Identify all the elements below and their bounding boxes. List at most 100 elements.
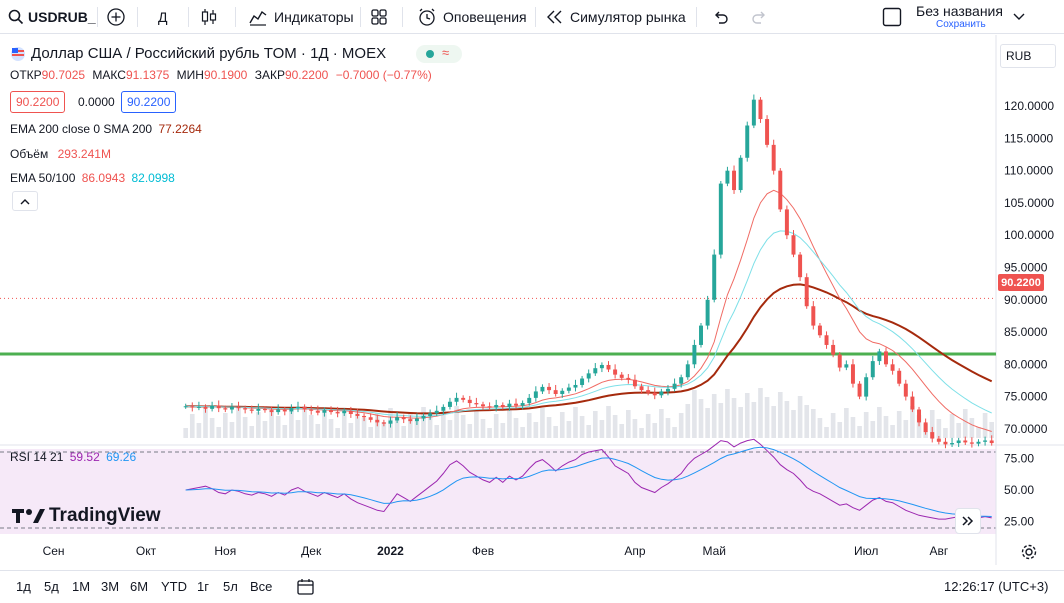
volume-bar — [692, 390, 697, 438]
volume-bar — [976, 427, 981, 438]
candle — [388, 420, 393, 424]
candle — [401, 417, 406, 420]
volume-bar — [929, 410, 935, 438]
volume-bar — [791, 410, 796, 438]
sell-price-button[interactable]: 90.2200 — [10, 91, 66, 113]
price-chart[interactable]: 120.0000 115.0000 110.0000 105.0000 100.0000… — [0, 35, 1064, 565]
candle — [679, 377, 684, 384]
rsi-line — [185, 438, 992, 520]
candle — [580, 378, 585, 385]
tradingview-logo[interactable]: TradingView — [12, 505, 161, 527]
currency-button[interactable]: RUB — [1000, 44, 1056, 68]
volume-bar — [414, 421, 420, 438]
indicators-icon — [249, 10, 267, 26]
candle — [421, 415, 426, 419]
ema200-legend[interactable]: EMA 200 close 0 SMA 200 77.2264 — [10, 122, 202, 136]
candle — [540, 386, 545, 392]
candle — [672, 383, 677, 389]
gear-icon — [1021, 544, 1037, 560]
candle — [619, 374, 624, 378]
range-button-3М[interactable]: 3М — [101, 579, 120, 594]
volume-bar — [407, 412, 413, 438]
chart-settings-button[interactable] — [1020, 543, 1038, 566]
interval-button[interactable]: Д — [158, 0, 167, 34]
volume-legend[interactable]: Объём 293.241M — [10, 147, 111, 161]
templates-button[interactable] — [370, 0, 388, 34]
volume-bar — [474, 410, 479, 438]
scroll-to-realtime-button[interactable] — [955, 508, 981, 534]
range-button-Все[interactable]: Все — [250, 579, 273, 594]
layout-menu-button[interactable] — [1012, 0, 1026, 34]
volume-bar — [936, 419, 942, 438]
symbol-legend[interactable]: Доллар США / Российский рубль TOM · 1Д ·… — [10, 45, 462, 63]
candle — [798, 254, 803, 278]
candle — [950, 443, 955, 445]
collapse-legend-button[interactable] — [12, 191, 38, 211]
volume-bar — [678, 413, 684, 438]
volume-bar — [645, 414, 651, 438]
layout-save-status: Сохранить — [936, 19, 986, 30]
candle — [659, 391, 664, 396]
redo-button[interactable] — [750, 0, 768, 34]
volume-bar — [381, 422, 387, 438]
candle — [282, 409, 287, 412]
candle — [665, 388, 670, 392]
volume-bar — [295, 420, 301, 438]
volume-bar — [540, 408, 545, 438]
volume-bar — [982, 413, 988, 438]
clock[interactable]: 12:26:17 (UTC+3) — [944, 579, 1049, 594]
layout-name-button[interactable]: Без названия Сохранить — [916, 3, 1006, 30]
candle — [877, 351, 882, 362]
symbol-search-button[interactable]: USDRUB_ — [8, 0, 96, 34]
candle — [553, 390, 558, 395]
volume-bar — [566, 421, 572, 438]
ema50-legend[interactable]: EMA 50/100 86.0943 82.0998 — [10, 171, 175, 185]
buy-price-button[interactable]: 90.2200 — [121, 91, 177, 113]
range-button-6М[interactable]: 6М — [130, 579, 149, 594]
rewind-icon — [547, 10, 562, 24]
layout-checkbox[interactable] — [882, 0, 902, 34]
candle — [335, 412, 340, 414]
candle — [864, 377, 869, 397]
volume-bar — [731, 398, 737, 438]
date-range-button[interactable] — [296, 577, 316, 602]
range-button-5л[interactable]: 5л — [223, 579, 238, 594]
candle — [309, 409, 314, 411]
ema100-value: 82.0998 — [131, 171, 175, 185]
volume-bar — [467, 424, 473, 438]
candle — [236, 406, 241, 409]
price-axis-label: 110.0000 — [1004, 164, 1053, 178]
candle — [381, 422, 386, 424]
ema50-label: EMA 50/100 — [10, 171, 76, 185]
volume-bar — [586, 425, 592, 438]
market-status-badge[interactable]: ≈ — [416, 45, 462, 63]
volume-bar — [956, 423, 961, 438]
range-button-1д[interactable]: 1д — [16, 579, 31, 594]
rsi-axis-label: 25.00 — [1004, 515, 1034, 529]
volume-bar — [427, 416, 433, 438]
time-axis-label: 2022 — [377, 544, 404, 558]
range-button-YTD[interactable]: YTD — [161, 579, 187, 594]
replay-button[interactable]: Симулятор рынка — [546, 0, 686, 34]
rsi-legend[interactable]: RSI 14 21 59.52 69.26 — [10, 450, 136, 464]
range-button-5д[interactable]: 5д — [44, 579, 59, 594]
chart-type-button[interactable] — [200, 0, 218, 34]
range-button-1г[interactable]: 1г — [197, 579, 209, 594]
interval-label: Д — [158, 9, 168, 25]
volume-bar — [269, 407, 274, 438]
candle — [428, 413, 433, 416]
range-button-1М[interactable]: 1М — [72, 579, 91, 594]
candle — [956, 440, 961, 444]
candle — [414, 418, 419, 422]
volume-bar — [784, 401, 790, 438]
volume-bar — [328, 419, 334, 438]
candle — [467, 399, 472, 404]
candle — [302, 406, 307, 410]
indicators-button[interactable]: Индикаторы — [248, 0, 354, 34]
candle — [613, 369, 618, 375]
volume-bar — [665, 418, 671, 438]
alerts-button[interactable]: Оповещения — [417, 0, 527, 34]
compare-button[interactable] — [106, 0, 126, 34]
undo-button[interactable] — [712, 0, 730, 34]
chart-area[interactable]: 120.0000 115.0000 110.0000 105.0000 100.0000… — [0, 35, 1064, 565]
